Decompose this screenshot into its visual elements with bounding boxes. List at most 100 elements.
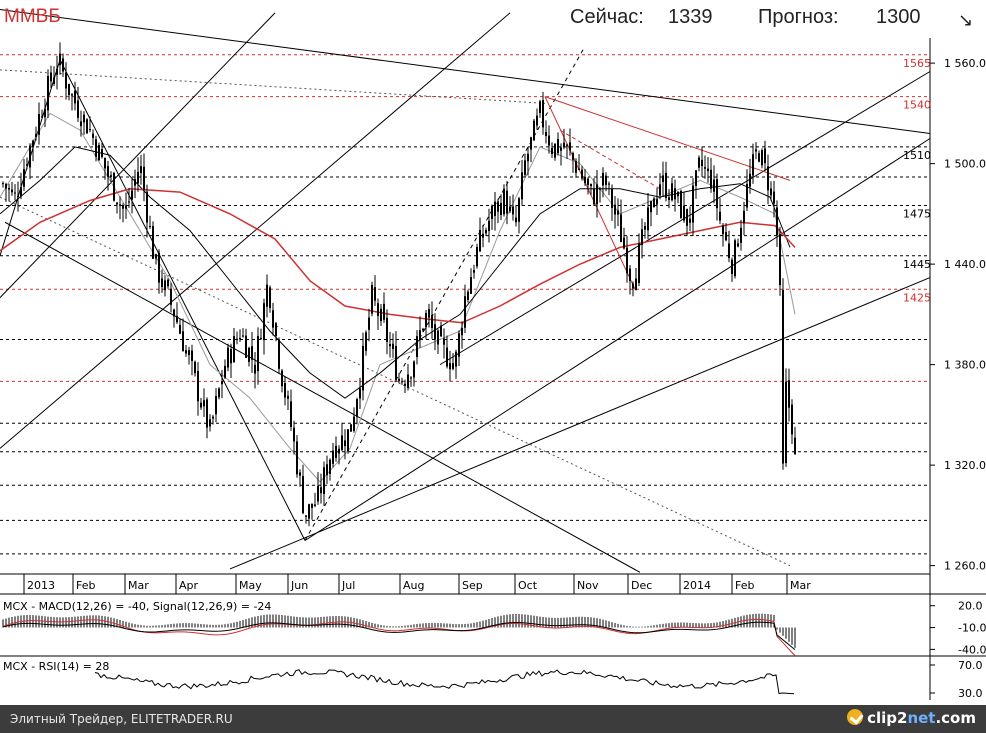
chart: 1 560.0 1 500.0 1 440.0 1 380.0 1 320.0 1 260… (0, 9, 986, 700)
price-bars (2, 42, 796, 527)
candle-body (641, 229, 643, 245)
candle-body (512, 206, 514, 215)
candle-body (227, 347, 229, 368)
candle-body (710, 169, 712, 189)
candle-body (638, 243, 640, 284)
candle-body (767, 166, 769, 191)
candle-body (134, 179, 136, 186)
candle-body (518, 198, 520, 222)
candle-body (299, 472, 301, 476)
candle-body (473, 270, 475, 273)
candle-body (164, 280, 166, 291)
candle-body (611, 188, 613, 208)
candle-body (734, 240, 736, 277)
candle-body (29, 145, 31, 168)
candle-body (653, 198, 655, 208)
candle-body (659, 184, 661, 196)
candle-body (20, 187, 22, 197)
candle-body (458, 333, 460, 357)
candle-body (575, 161, 577, 173)
candle-body (353, 416, 355, 431)
candle-body (383, 303, 385, 320)
candle-body (491, 205, 493, 219)
candle-body (257, 335, 259, 372)
candle-body (275, 323, 277, 336)
candle-body (440, 325, 442, 337)
candle-body (470, 277, 472, 294)
brand-logo[interactable]: clip2net.com (847, 709, 976, 727)
candle-body (197, 371, 199, 402)
candle-body (74, 90, 76, 104)
candle-body (14, 192, 16, 194)
candle-body (542, 100, 544, 128)
candle-body (2, 183, 4, 185)
candle-body (293, 427, 295, 442)
trend-line (0, 196, 791, 567)
candle-body (8, 188, 10, 190)
candle-body (524, 160, 526, 175)
candle-body (716, 179, 718, 209)
candle-body (551, 147, 553, 154)
candle-body (467, 291, 469, 300)
x-tick-label: Apr (179, 579, 199, 592)
macd-tick-label: -40.0 (958, 643, 986, 656)
candle-body (47, 75, 49, 111)
candle-body (149, 226, 151, 228)
candle-body (758, 153, 760, 162)
x-tick-label: Mar (128, 579, 149, 592)
candle-body (689, 218, 691, 223)
candle-body (437, 330, 439, 345)
candle-body (506, 190, 508, 214)
macd-tick-label: -10.0 (958, 622, 986, 635)
candle-body (743, 210, 745, 224)
x-tick-label: 2013 (27, 579, 55, 592)
x-tick-label: Dec (631, 579, 652, 592)
candle-body (245, 335, 247, 358)
candle-body (17, 195, 19, 198)
x-tick-label: Nov (577, 579, 599, 592)
x-tick-label: Feb (76, 579, 95, 592)
candle-body (740, 227, 742, 243)
candle-body (170, 288, 172, 305)
candle-body (425, 312, 427, 328)
candle-body (374, 287, 376, 301)
candle-body (761, 150, 763, 166)
candle-body (632, 283, 634, 289)
candle-body (62, 58, 64, 72)
candle-body (212, 416, 214, 419)
candle-body (671, 183, 673, 201)
candle-body (707, 168, 709, 172)
rsi-line (94, 669, 795, 695)
candle-body (629, 268, 631, 281)
trend-line (544, 96, 791, 181)
candle-body (260, 337, 262, 339)
candle-body (38, 113, 40, 135)
candle-body (605, 175, 607, 185)
candle-body (311, 503, 313, 508)
candle-body (224, 365, 226, 378)
y-tick-label: 1 560.0 (944, 57, 986, 70)
candle-body (647, 207, 649, 231)
candle-body (185, 350, 187, 354)
candle-body (53, 77, 55, 84)
candle-body (704, 167, 706, 169)
footer: Элитный Трейдер, ELITETRADER.RU clip2net… (0, 705, 986, 733)
candle-body (101, 149, 103, 157)
candle-body (416, 336, 418, 357)
candle-body (644, 225, 646, 230)
candle-body (173, 309, 175, 317)
candle-body (92, 133, 94, 138)
level-label: 1475 (903, 208, 931, 221)
candle-body (191, 350, 193, 361)
ma-gray (0, 112, 796, 483)
candle-body (686, 208, 688, 226)
candle-body (146, 191, 148, 223)
candle-body (527, 153, 529, 162)
level-label: 1510 (903, 149, 931, 162)
candle-body (773, 191, 775, 204)
trend-line (559, 129, 661, 190)
candle-body (662, 175, 664, 182)
candle-body (515, 217, 517, 223)
candle-body (620, 214, 622, 243)
candle-body (485, 230, 487, 234)
